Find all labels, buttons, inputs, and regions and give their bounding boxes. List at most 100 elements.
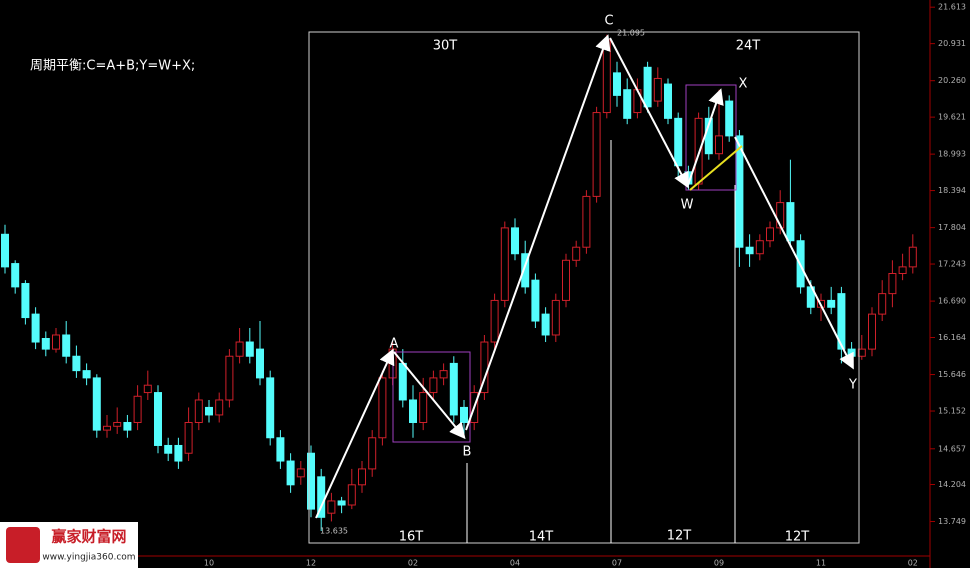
y-tick-label: 17.243 [938, 260, 966, 269]
wave-arrow [687, 88, 724, 186]
wave-label: W [681, 198, 694, 213]
candle-body [52, 334, 60, 350]
wave-arrow [393, 351, 466, 440]
cycle-label: 24T [736, 39, 761, 54]
candle-body [898, 266, 907, 275]
candle-body [725, 100, 734, 137]
candle-body [245, 341, 254, 357]
candle-body [439, 370, 448, 379]
candle-body [531, 279, 540, 322]
wave-label: B [463, 445, 472, 460]
y-tick-label: 14.657 [938, 444, 966, 453]
candle-body [419, 392, 428, 423]
candle-body [184, 421, 193, 454]
candle-body [500, 227, 509, 301]
x-tick-label: 07 [612, 559, 622, 568]
candle-body [143, 384, 152, 394]
candle-body [225, 355, 234, 401]
y-tick-label: 16.164 [938, 333, 966, 342]
candle-body [674, 117, 683, 167]
candle-body [164, 444, 173, 454]
candle-body [582, 195, 591, 248]
candle-body [174, 444, 183, 462]
candle-body [602, 39, 611, 114]
candle-body [613, 72, 621, 96]
candle-body [868, 313, 876, 350]
candle-body [429, 377, 438, 394]
candle-body [347, 484, 356, 506]
candle-body [205, 406, 213, 416]
candle-body [511, 227, 519, 255]
candle-body [643, 66, 652, 108]
cycle-label: 16T [399, 530, 424, 545]
wave-arrow [609, 37, 689, 189]
x-tick-label: 02 [408, 559, 418, 568]
candle-body [908, 246, 917, 268]
candle-body [368, 437, 377, 470]
candle-body [154, 392, 162, 446]
candle-body [766, 227, 774, 242]
x-tick-label: 02 [908, 559, 918, 568]
candle-body [449, 362, 458, 416]
candle-body [837, 293, 846, 350]
x-tick-label: 10 [204, 559, 214, 568]
candle-body [194, 399, 203, 423]
candle-body [776, 202, 785, 229]
balance-line [689, 145, 743, 191]
y-tick-label: 19.621 [938, 113, 966, 122]
candle-body [337, 500, 346, 506]
candle-body [653, 77, 662, 102]
y-tick-label: 15.152 [938, 407, 966, 416]
y-tick-label: 16.690 [938, 297, 966, 306]
x-tick-label: 12 [306, 559, 316, 568]
candle-body [215, 399, 224, 416]
candle-body [541, 313, 550, 336]
wave-label: C [604, 14, 613, 29]
wave-arrow [465, 34, 611, 431]
y-tick-label: 15.646 [938, 370, 966, 379]
candle-body [266, 377, 275, 439]
candle-body [235, 341, 244, 357]
y-tick-label: 20.260 [938, 76, 966, 85]
candle-body [847, 348, 856, 357]
candle-body [378, 377, 387, 439]
candle-body [490, 299, 499, 343]
cycle-frame [308, 31, 860, 544]
candle-body [21, 283, 30, 319]
candle-body [857, 348, 866, 357]
candle-body [11, 263, 20, 288]
wave-arrow [315, 348, 395, 519]
candle-body [735, 135, 744, 248]
y-tick-label: 13.749 [938, 517, 966, 526]
candle-body [715, 135, 723, 155]
candle-body [72, 355, 81, 372]
candle-body [572, 246, 581, 261]
candle-body [460, 406, 468, 423]
y-tick-label: 21.613 [938, 3, 966, 12]
logo-url: www.yingjia360.com [42, 553, 135, 563]
candle-body [276, 437, 285, 462]
candle-body [562, 259, 570, 301]
logo: 赢家财富网 www.yingjia360.com [0, 522, 138, 568]
annotation: 周期平衡:C=A+B;Y=W+X; [30, 59, 195, 74]
candle-body [286, 460, 295, 486]
cycle-label: 14T [529, 530, 554, 545]
candle-body [123, 421, 132, 431]
candle-body [82, 370, 91, 379]
candle-body [592, 112, 601, 197]
pattern-box [392, 351, 471, 443]
candle-body [409, 399, 417, 423]
candle-body [551, 299, 560, 336]
y-tick-label: 18.993 [938, 150, 966, 159]
y-tick-label: 20.931 [938, 39, 966, 48]
candle-body [103, 425, 111, 431]
candle-body [327, 500, 336, 514]
high-label: 21.095 [617, 29, 645, 38]
cycle-label: 12T [785, 530, 810, 545]
x-tick-label: 11 [816, 559, 826, 568]
wave-arrow [734, 136, 854, 370]
cycle-label: 12T [667, 529, 692, 544]
candle-body [41, 337, 50, 350]
candle-body [888, 273, 897, 295]
